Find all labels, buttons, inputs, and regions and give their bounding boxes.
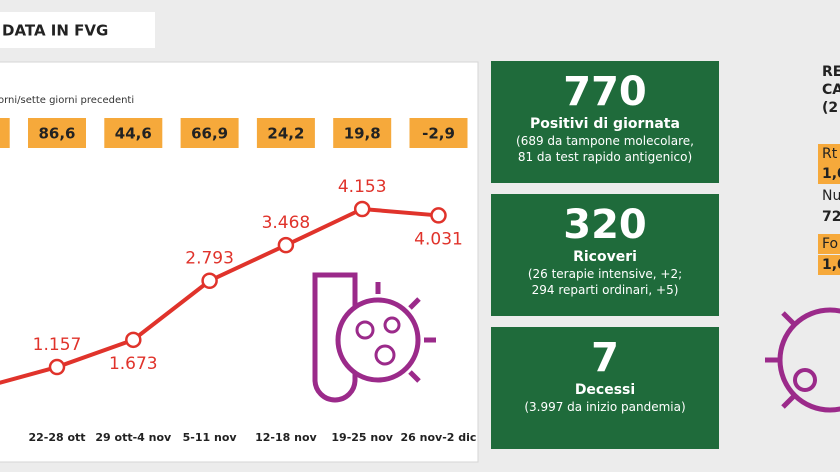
x-tick-label: 5-11 nov (183, 431, 238, 444)
data-label: 1.673 (109, 354, 158, 374)
chart-subtitle: orni/sette giorni precedenti (0, 95, 134, 106)
header-title: DATA IN FVG (2, 22, 108, 40)
change-label: 24,2 (267, 125, 304, 143)
x-tick-label: 29 ott-4 nov (95, 431, 172, 444)
stat-detail: (3.997 da inizio pandemia) (524, 400, 686, 414)
stat-title: Positivi di giornata (530, 116, 680, 132)
point (125, 331, 142, 349)
point (353, 200, 371, 218)
x-tick-label: 19-25 nov (331, 431, 393, 444)
stat-title: Decessi (574, 382, 636, 398)
stat-card: 320 Ricoveri (26 terapie intensive, +2; 294… (491, 194, 719, 316)
change-label: 19,8 (344, 125, 381, 143)
side-label: Nu (822, 188, 840, 204)
stat-value: 320 (563, 202, 647, 248)
change-box (333, 118, 392, 148)
stat-title: Ricoveri (573, 249, 637, 265)
change-box (409, 118, 468, 148)
change-box (0, 118, 10, 148)
data-label: 4.153 (338, 177, 387, 197)
data-label: 3.468 (262, 213, 311, 233)
stat-detail: (689 da tampone molecolare, (516, 134, 694, 148)
change-label: 66,9 (191, 125, 228, 143)
change-box (256, 118, 315, 148)
side-heading: CA (822, 82, 840, 98)
side-value: 1,0 (818, 164, 840, 184)
stat-detail: 81 da test rapido antigenico) (517, 150, 693, 164)
x-tick-label: 26 nov-2 dic (401, 431, 477, 444)
stat-card: 770 Positivi di giornata (689 da tampone m… (491, 61, 719, 183)
virus-icon-right (765, 307, 840, 413)
stat-value: 7 (591, 335, 619, 381)
side-heading: RE (822, 64, 840, 80)
change-box (180, 118, 239, 148)
change-box (28, 118, 86, 148)
change-box (104, 118, 163, 148)
stat-value: 770 (563, 69, 647, 115)
data-label: 1.157 (33, 335, 82, 355)
stat-detail: (26 terapie intensive, +2; (527, 267, 683, 281)
side-value: 1,0 (818, 255, 840, 275)
side-label: Fo (818, 234, 840, 254)
data-label: 2.793 (185, 249, 234, 269)
point (277, 236, 295, 254)
virus-icon (312, 272, 436, 403)
header-box (0, 12, 155, 48)
stat-detail: 294 reparti ordinari, +5) (531, 283, 679, 297)
x-tick-label: 12-18 nov (255, 431, 317, 444)
point (201, 272, 218, 289)
x-tick-label: 22-28 ott (28, 431, 85, 444)
change-label: 86,6 (38, 125, 75, 143)
stat-card: 7 Decessi (3.997 da inizio pandemia) (491, 327, 719, 449)
change-label: 44,6 (115, 125, 152, 143)
data-label: 4.031 (414, 229, 463, 249)
point (48, 358, 66, 376)
point (430, 207, 447, 224)
change-label: -2,9 (422, 125, 455, 143)
side-heading: (2 (822, 100, 839, 116)
side-label: Rt (818, 144, 840, 164)
side-value: 72 (822, 209, 840, 225)
